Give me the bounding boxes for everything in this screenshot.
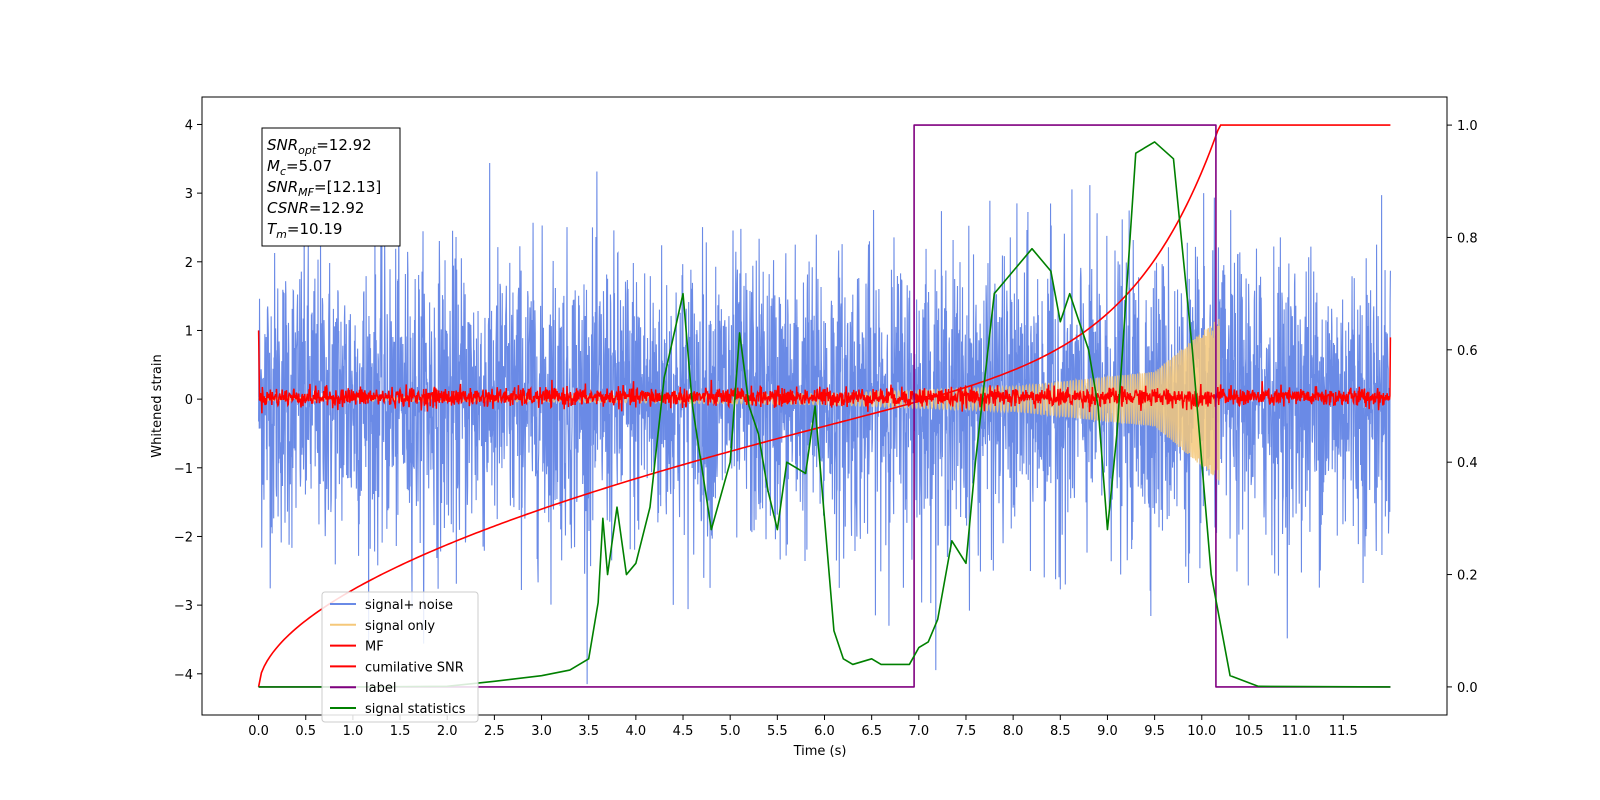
x-axis-ticks: 0.0 0.5 1.0 1.5 2.0 2.5 3.0 3.5 4.0 4.5 5.0 5.5 6.0 6…	[248, 715, 1358, 739]
y-left-tick-label: 4	[185, 118, 193, 133]
y-right-tick-label: 0.4	[1457, 456, 1478, 471]
y-axis-label: Whitened strain	[150, 354, 165, 457]
y-right-tick-label: 0.8	[1457, 231, 1478, 246]
x-tick-label: 6.0	[814, 724, 835, 739]
legend-entry: signal only	[365, 619, 435, 634]
x-tick-label: 0.0	[248, 724, 269, 739]
info-box-line: Tm=10.19	[267, 220, 342, 241]
series-label	[258, 124, 1391, 688]
x-tick-label: 3.5	[578, 724, 599, 739]
x-tick-label: 6.5	[861, 724, 882, 739]
legend-entry: MF	[365, 640, 384, 655]
y-left-tick-label: 3	[185, 187, 193, 202]
x-tick-label: 11.0	[1282, 724, 1311, 739]
y-right-tick-label: 0.2	[1457, 569, 1478, 584]
legend: signal+ noise signal only MF cumilative SNR…	[321, 591, 479, 723]
info-box: SNRopt=12.92Mc=5.07SNRMF=[12.13]CSNR=12.…	[261, 127, 401, 247]
y-right-tick-label: 1.0	[1457, 119, 1478, 134]
y-right-tick-label: 0.6	[1457, 344, 1478, 359]
info-box-line: SNRMF=[12.13]	[267, 178, 381, 199]
x-tick-label: 4.5	[673, 724, 694, 739]
x-tick-label: 9.5	[1144, 724, 1165, 739]
x-tick-label: 1.5	[390, 724, 411, 739]
x-tick-label: 10.5	[1234, 724, 1263, 739]
x-tick-label: 7.5	[956, 724, 977, 739]
x-tick-label: 5.5	[767, 724, 788, 739]
series-cumulative-snr	[257, 124, 1391, 688]
x-tick-label: 10.0	[1187, 724, 1216, 739]
legend-entry: signal statistics	[365, 702, 466, 717]
x-tick-label: 0.5	[295, 724, 316, 739]
x-tick-label: 7.0	[908, 724, 929, 739]
y-left-tick-label: −4	[174, 668, 193, 683]
y-left-tick-label: −3	[174, 599, 193, 614]
info-box-line: Mc=5.07	[267, 157, 332, 178]
x-tick-label: 11.5	[1329, 724, 1358, 739]
y-axis-right-ticks: 1.0 0.8 0.6 0.4 0.2 0.0	[1447, 119, 1478, 696]
x-tick-label: 8.0	[1003, 724, 1024, 739]
x-tick-label: 1.0	[343, 724, 364, 739]
x-axis-label: Time (s)	[793, 744, 847, 759]
y-left-tick-label: 2	[185, 256, 193, 271]
x-tick-label: 5.0	[720, 724, 741, 739]
legend-entry: cumilative SNR	[365, 660, 464, 675]
y-left-tick-label: −2	[174, 530, 193, 545]
y-right-tick-label: 0.0	[1457, 681, 1478, 696]
y-left-tick-label: 1	[185, 324, 193, 339]
x-tick-label: 4.0	[626, 724, 647, 739]
series-mf	[257, 330, 1392, 414]
x-tick-label: 2.0	[437, 724, 458, 739]
legend-entry: signal+ noise	[365, 598, 453, 613]
info-box-line: SNRopt=12.92	[267, 136, 372, 157]
series-signal-statistics	[258, 141, 1391, 688]
info-box-line: CSNR=12.92	[267, 199, 364, 217]
legend-entry: label	[365, 681, 396, 696]
legend-frame	[321, 591, 479, 723]
x-tick-label: 9.0	[1097, 724, 1118, 739]
y-left-tick-label: −1	[174, 462, 193, 477]
x-tick-label: 8.5	[1050, 724, 1071, 739]
y-axis-left-ticks: 4 3 2 1 0 −1 −2 −3 −4	[174, 118, 202, 683]
y-left-tick-label: 0	[185, 393, 193, 408]
series-layer	[257, 124, 1392, 688]
info-box-frame	[261, 127, 401, 247]
x-tick-label: 2.5	[484, 724, 505, 739]
x-tick-label: 3.0	[531, 724, 552, 739]
